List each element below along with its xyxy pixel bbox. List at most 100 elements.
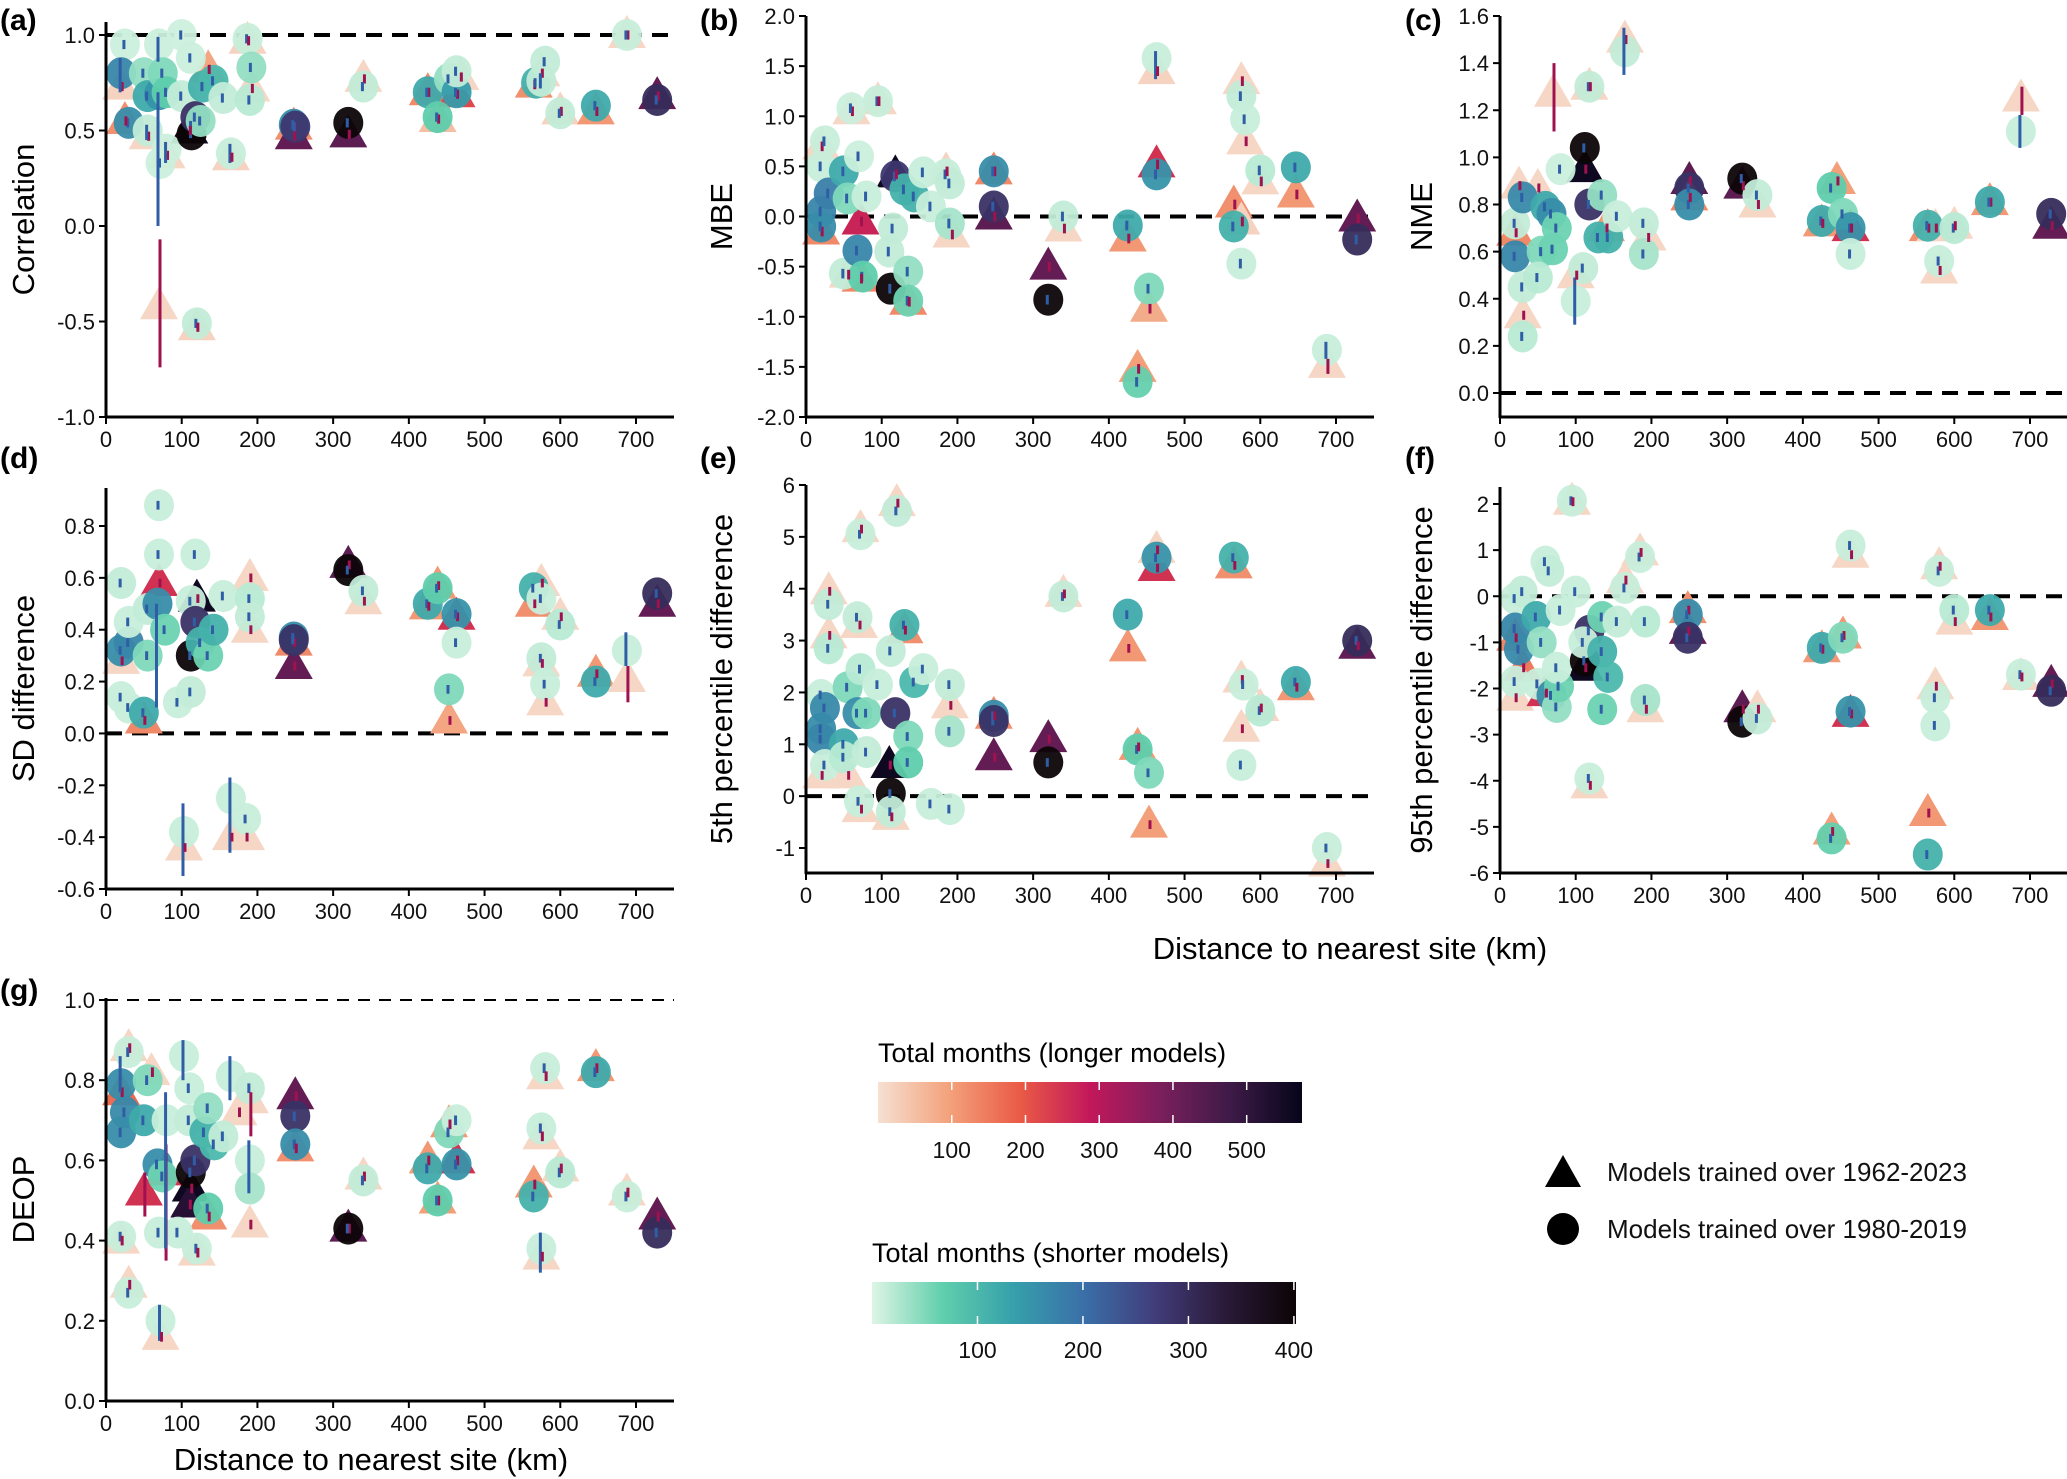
x-tick-label: 300 xyxy=(315,1411,352,1436)
legend-shorter-title: Total months (shorter models) xyxy=(872,1238,1229,1268)
y-tick-label: -4 xyxy=(1469,769,1489,794)
colorbar-tick-label: 500 xyxy=(1228,1137,1266,1163)
panel-g-xlabel: Distance to nearest site (km) xyxy=(174,1442,569,1477)
x-tick-label: 600 xyxy=(1936,427,1973,452)
panel-tag: (g) xyxy=(0,974,38,1007)
y-tick-label: 5 xyxy=(783,525,795,550)
panel-tag: (e) xyxy=(700,442,737,475)
y-tick-label: 1.4 xyxy=(1458,51,1489,76)
x-tick-label: 200 xyxy=(239,1411,276,1436)
panel-a: -1.0 -0.5 0.0 0.5 1.0 0 100 200 300 400 500 600 700 (… xyxy=(0,4,677,452)
x-tick-label: 600 xyxy=(542,427,579,452)
y-tick-label: -3 xyxy=(1469,723,1489,748)
x-tick-label: 0 xyxy=(800,427,812,452)
y-tick-label: 0.0 xyxy=(764,205,795,230)
y-tick-label: 0 xyxy=(1477,584,1489,609)
x-tick-label: 100 xyxy=(863,427,900,452)
x-tick-label: 300 xyxy=(1015,427,1052,452)
x-tick-label: 600 xyxy=(542,1411,579,1436)
legend-longer-ticks: 100 200 300 400 500 xyxy=(933,1082,1266,1163)
colorbar-tick-label: 200 xyxy=(1006,1137,1044,1163)
legend-shorter: Total months (shorter models) 100 200 300 4… xyxy=(872,1238,1313,1363)
y-tick-label: 0.0 xyxy=(64,1389,95,1414)
x-tick-label: 200 xyxy=(1633,883,1670,908)
shared-xlabel: Distance to nearest site (km) xyxy=(1153,931,1548,966)
y-tick-label: 0.2 xyxy=(1458,334,1489,359)
y-tick-label: 0.2 xyxy=(64,1309,95,1334)
x-tick-label: 200 xyxy=(239,899,276,924)
x-tick-label: 200 xyxy=(239,427,276,452)
legend-circle-icon xyxy=(1547,1213,1579,1245)
legend-longer: Total months (longer models) 100 200 300 40… xyxy=(878,1038,1302,1163)
y-axis-label: MBE xyxy=(704,183,739,250)
y-tick-label: 1.2 xyxy=(1458,98,1489,123)
y-tick-label: 0.4 xyxy=(1458,287,1489,312)
x-tick-label: 500 xyxy=(1860,883,1897,908)
x-tick-label: 300 xyxy=(1709,883,1746,908)
panel-tag: (b) xyxy=(700,4,738,37)
y-tick-label: -0.6 xyxy=(57,877,95,902)
panel-g: 0.0 0.2 0.4 0.6 0.8 1.0 0 100 200 300 400 500 600 700… xyxy=(0,974,677,1436)
x-tick-label: 700 xyxy=(618,899,655,924)
y-tick-label: -1.0 xyxy=(57,405,95,430)
colorbar-tick-label: 100 xyxy=(933,1137,971,1163)
x-tick-label: 700 xyxy=(1318,883,1355,908)
y-tick-label: 0.2 xyxy=(64,670,95,695)
y-tick-label: 0.6 xyxy=(64,566,95,591)
y-tick-label: 1.0 xyxy=(1458,145,1489,170)
y-tick-label: -6 xyxy=(1469,861,1489,886)
x-tick-label: 600 xyxy=(1936,883,1973,908)
x-tick-label: 0 xyxy=(100,1411,112,1436)
y-tick-label: 0.8 xyxy=(64,514,95,539)
legend-longer-title: Total months (longer models) xyxy=(878,1038,1226,1068)
x-tick-label: 300 xyxy=(1709,427,1746,452)
y-tick-label: -2.0 xyxy=(757,405,795,430)
x-tick-label: 500 xyxy=(466,427,503,452)
y-tick-label: -0.4 xyxy=(57,825,95,850)
y-tick-label: -0.5 xyxy=(57,310,95,335)
legend-triangle-icon xyxy=(1545,1155,1581,1187)
x-tick-label: 0 xyxy=(100,427,112,452)
x-tick-label: 300 xyxy=(315,427,352,452)
y-tick-label: 0.8 xyxy=(1458,193,1489,218)
y-tick-label: 0.0 xyxy=(64,721,95,746)
panel-f: -6 -5 -4 -3 -2 -1 0 1 2 0 100 200 300 400 500 600 700 (f)… xyxy=(1404,442,2067,908)
colorbar-tick-label: 400 xyxy=(1275,1337,1313,1363)
x-tick-label: 500 xyxy=(1166,427,1203,452)
y-tick-label: 3 xyxy=(783,629,795,654)
y-tick-label: -1 xyxy=(1469,630,1489,655)
y-tick-label: 1 xyxy=(783,732,795,757)
x-tick-label: 200 xyxy=(939,883,976,908)
legend-shorter-ticks: 100 200 300 400 xyxy=(958,1282,1313,1363)
legend-shapes: Models trained over 1962-2023 Models tra… xyxy=(1545,1155,1967,1245)
y-tick-label: 4 xyxy=(783,577,795,602)
x-tick-label: 500 xyxy=(466,899,503,924)
x-tick-label: 400 xyxy=(390,427,427,452)
x-tick-label: 200 xyxy=(939,427,976,452)
panel-tag: (c) xyxy=(1405,4,1442,37)
x-tick-label: 400 xyxy=(390,899,427,924)
x-tick-label: 100 xyxy=(163,427,200,452)
x-tick-label: 400 xyxy=(1090,883,1127,908)
y-tick-label: 1.0 xyxy=(64,23,95,48)
y-axis-label: NME xyxy=(1404,182,1439,251)
y-tick-label: -0.2 xyxy=(57,773,95,798)
y-tick-label: -1.5 xyxy=(757,355,795,380)
legend-circle-label: Models trained over 1980-2019 xyxy=(1607,1214,1967,1244)
x-tick-label: 500 xyxy=(1166,883,1203,908)
x-tick-label: 700 xyxy=(618,1411,655,1436)
y-tick-label: 1.5 xyxy=(764,54,795,79)
panel-tag: (d) xyxy=(0,442,38,475)
y-tick-label: -5 xyxy=(1469,815,1489,840)
x-tick-label: 100 xyxy=(163,1411,200,1436)
y-tick-label: 1.0 xyxy=(764,104,795,129)
x-tick-label: 0 xyxy=(100,899,112,924)
y-tick-label: 0.0 xyxy=(1458,381,1489,406)
x-tick-label: 0 xyxy=(800,883,812,908)
x-tick-label: 200 xyxy=(1633,427,1670,452)
y-axis-label: 95th percentile difference xyxy=(1404,506,1439,854)
colorbar-tick-label: 400 xyxy=(1154,1137,1192,1163)
y-tick-label: 0.8 xyxy=(64,1068,95,1093)
